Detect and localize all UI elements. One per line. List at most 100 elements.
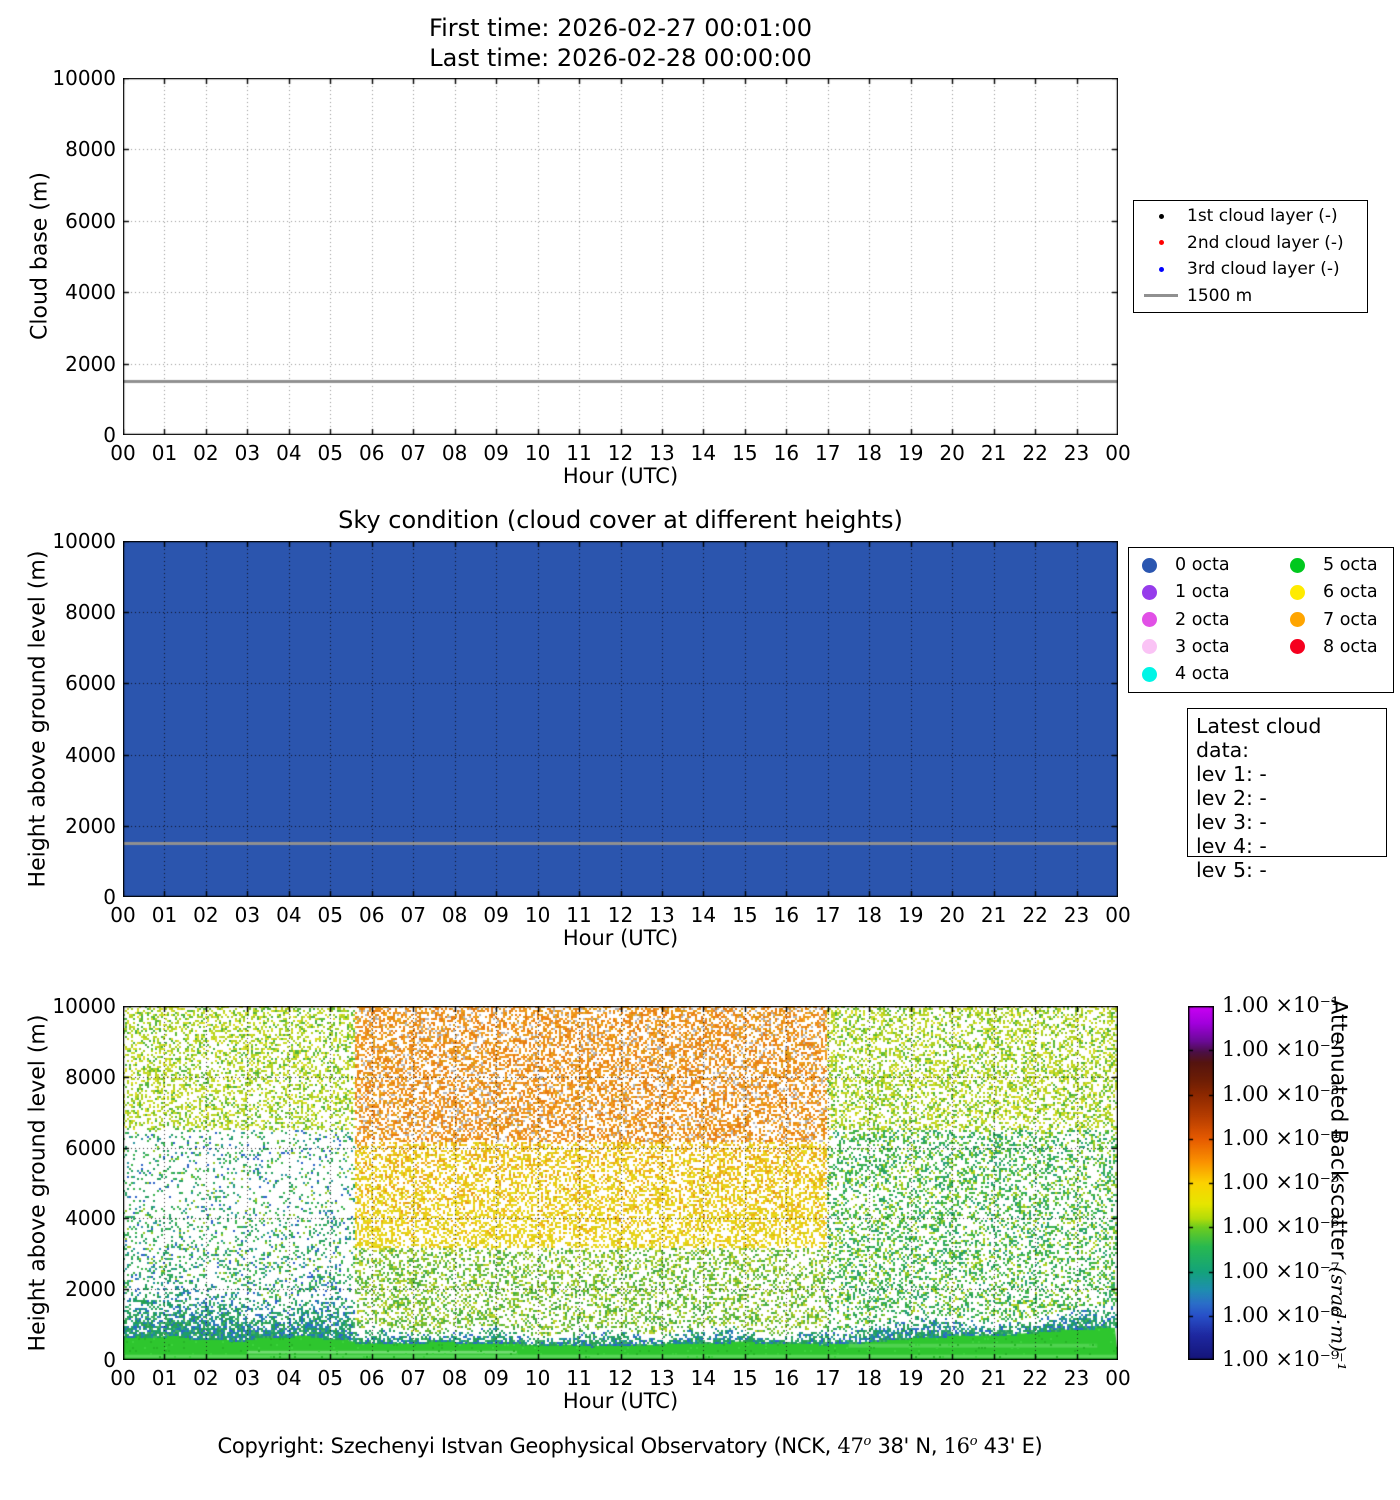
copyright-lon-rest: 43' E) <box>977 1434 1043 1458</box>
x-tick-label: 00 <box>1105 1366 1131 1390</box>
x-tick-label: 18 <box>856 441 882 465</box>
x-tick-label: 00 <box>110 1366 136 1390</box>
latest-cloud-data-line: lev 3: - <box>1196 810 1267 834</box>
x-tick-label: 23 <box>1063 903 1090 927</box>
x-tick-label: 20 <box>939 441 965 465</box>
x-tick-label: 15 <box>732 903 758 927</box>
x-tick-label: 01 <box>151 441 178 465</box>
x-tick-label: 01 <box>151 903 178 927</box>
x-tick-label: 17 <box>815 903 841 927</box>
x-tick-label: 21 <box>980 1366 1007 1390</box>
copyright-prefix: Copyright: Szechenyi Istvan Geophysical … <box>217 1434 838 1458</box>
y-tick-label: 6000 <box>65 671 116 696</box>
x-tick-label: 20 <box>939 1366 965 1390</box>
x-tick-label: 06 <box>359 1366 385 1390</box>
copyright-lat-deg: 47 <box>837 1434 864 1458</box>
sky-condition-plot-canvas <box>123 541 1118 897</box>
x-tick-label: 11 <box>566 441 592 465</box>
octa-item-label: 7 octa <box>1323 609 1378 630</box>
octa-color-dot <box>1290 612 1305 628</box>
octa-item-label: 1 octa <box>1175 582 1230 603</box>
colorbar-tick-label: 1.00 ×10⁻⁷ <box>1222 1258 1340 1283</box>
x-tick-label: 07 <box>400 1366 426 1390</box>
x-tick-label: 04 <box>276 903 302 927</box>
legend-dot-marker <box>1135 240 1187 245</box>
x-tick-label: 08 <box>441 441 468 465</box>
cloud-layer-legend-item: 3rd cloud layer (-) <box>1135 256 1340 282</box>
legend-dot-marker <box>1135 213 1187 219</box>
legend-line-marker <box>1135 294 1187 297</box>
octa-color-dot <box>1142 584 1157 600</box>
colorbar-tick-label: 1.00 ×10⁻¹ <box>1222 993 1340 1017</box>
x-tick-label: 07 <box>400 441 426 465</box>
x-tick-label: 02 <box>193 441 219 465</box>
x-tick-label: 05 <box>317 1366 343 1390</box>
y-tick-label: 8000 <box>65 137 116 162</box>
x-tick-label: 15 <box>732 1366 758 1390</box>
x-tick-label: 03 <box>234 1366 261 1390</box>
octa-item-label: 5 octa <box>1323 555 1378 575</box>
x-tick-label: 09 <box>483 903 509 927</box>
x-tick-label: 20 <box>939 903 965 927</box>
x-tick-label: 21 <box>980 441 1007 465</box>
colorbar-tick-label: 1.00 ×10⁻⁴ <box>1222 1125 1340 1150</box>
octa-color-dot <box>1142 639 1157 655</box>
x-tick-label: 19 <box>897 903 924 927</box>
colorbar-tick-label: 1.00 ×10⁻⁵ <box>1222 1170 1340 1194</box>
octa-color-dot <box>1142 612 1157 628</box>
legend-marker-glyph <box>1144 294 1178 297</box>
legend-item-label: 2nd cloud layer (-) <box>1187 232 1344 253</box>
copyright-lat-rest: 38' N, <box>871 1434 944 1458</box>
x-tick-label: 10 <box>524 1366 551 1390</box>
x-tick-label: 18 <box>856 1366 882 1390</box>
x-tick-label: 23 <box>1063 441 1090 465</box>
octa-item-label: 8 octa <box>1323 636 1378 657</box>
x-tick-label: 22 <box>1022 441 1048 465</box>
y-tick-label: 4000 <box>65 742 116 767</box>
octa-color-dot <box>1290 639 1305 655</box>
figure-title-line1: First time: 2026-02-27 00:01:00 <box>429 14 812 42</box>
x-tick-label: 09 <box>483 1366 509 1390</box>
x-tick-label: 12 <box>607 903 634 927</box>
x-tick-label: 22 <box>1022 903 1048 927</box>
copyright-lon-deg: 16 <box>943 1434 970 1458</box>
legend-item-label: 1500 m <box>1187 285 1253 306</box>
x-tick-label: 15 <box>732 441 758 465</box>
legend-marker-glyph <box>1158 240 1164 245</box>
x-tick-label: 10 <box>524 903 551 927</box>
x-tick-label: 10 <box>524 441 551 465</box>
octa-legend <box>1128 547 1394 693</box>
colorbar-canvas <box>1188 1006 1214 1360</box>
x-tick-label: 01 <box>151 1366 178 1390</box>
copyright-line: Copyright: Szechenyi Istvan Geophysical … <box>0 1434 1260 1458</box>
octa-legend-item: 4 octa <box>1142 664 1230 684</box>
x-tick-label: 08 <box>441 1366 468 1390</box>
x-tick-label: 03 <box>234 903 261 927</box>
x-tick-label: 02 <box>193 1366 219 1390</box>
latest-cloud-data-title: Latest cloud data: <box>1196 714 1322 762</box>
x-tick-label: 16 <box>773 441 800 465</box>
x-tick-label: 06 <box>359 441 385 465</box>
x-tick-label: 11 <box>566 1366 592 1390</box>
octa-item-label: 0 octa <box>1175 555 1230 575</box>
y-tick-label: 2000 <box>65 351 116 376</box>
panel3-x-axis-label: Hour (UTC) <box>562 1389 679 1413</box>
octa-legend-item: 8 octa <box>1290 637 1378 657</box>
x-tick-label: 14 <box>690 1366 717 1390</box>
octa-item-label: 2 octa <box>1175 609 1230 630</box>
y-tick-label: 10000 <box>52 994 116 1018</box>
cloud-layer-legend-item: 1st cloud layer (-) <box>1135 203 1338 229</box>
x-tick-label: 08 <box>441 903 468 927</box>
x-tick-label: 03 <box>234 441 261 465</box>
x-tick-label: 07 <box>400 903 426 927</box>
octa-item-label: 4 octa <box>1175 664 1230 685</box>
legend-marker-glyph <box>1158 213 1164 219</box>
octa-item-label: 6 octa <box>1323 582 1378 603</box>
y-tick-label: 4000 <box>65 280 116 305</box>
y-tick-label: 0 <box>103 885 116 909</box>
copyright-lat-degree-symbol: o <box>863 1434 872 1449</box>
latest-cloud-data-line: lev 1: - <box>1196 762 1267 786</box>
octa-legend-item: 2 octa <box>1142 610 1230 630</box>
copyright-lon-degree-symbol: o <box>969 1434 978 1449</box>
